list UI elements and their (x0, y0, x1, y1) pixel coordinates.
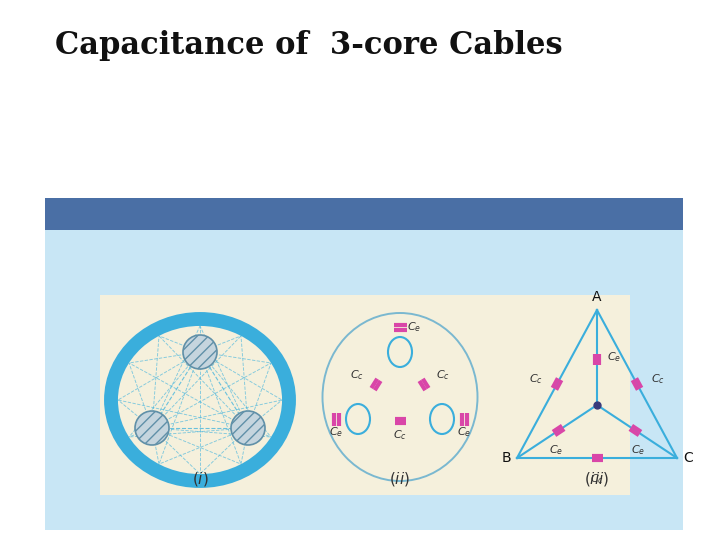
Text: $C_c$: $C_c$ (393, 428, 407, 442)
Ellipse shape (111, 319, 289, 481)
Bar (45, 198, 683, 230)
Circle shape (135, 411, 169, 445)
Text: $C_c$: $C_c$ (651, 372, 665, 386)
Text: $C_c$: $C_c$ (436, 369, 450, 382)
Ellipse shape (430, 404, 454, 434)
Text: $C_e$: $C_e$ (549, 443, 563, 457)
Text: $(i)$: $(i)$ (192, 470, 208, 488)
Text: $C_e$: $C_e$ (407, 320, 421, 334)
Bar (100, 295, 630, 495)
Ellipse shape (388, 337, 412, 367)
Text: $C_e$: $C_e$ (329, 425, 343, 439)
Text: Capacitance of  3-core Cables: Capacitance of 3-core Cables (55, 30, 562, 61)
Text: $C_c$: $C_c$ (529, 372, 543, 386)
Text: B: B (501, 451, 511, 465)
Text: $(iii)$: $(iii)$ (585, 470, 610, 488)
Circle shape (183, 335, 217, 369)
Text: C: C (683, 451, 693, 465)
Text: A: A (593, 290, 602, 304)
Text: $C_e$: $C_e$ (631, 443, 646, 457)
Text: $C_c$: $C_c$ (350, 369, 364, 382)
Bar (45, 198, 683, 530)
Text: $C_e$: $C_e$ (457, 425, 471, 439)
Circle shape (231, 411, 265, 445)
Ellipse shape (346, 404, 370, 434)
Text: $(ii)$: $(ii)$ (390, 470, 410, 488)
Ellipse shape (323, 313, 477, 481)
Text: $C_c$: $C_c$ (590, 472, 604, 486)
Text: $C_e$: $C_e$ (607, 350, 621, 365)
